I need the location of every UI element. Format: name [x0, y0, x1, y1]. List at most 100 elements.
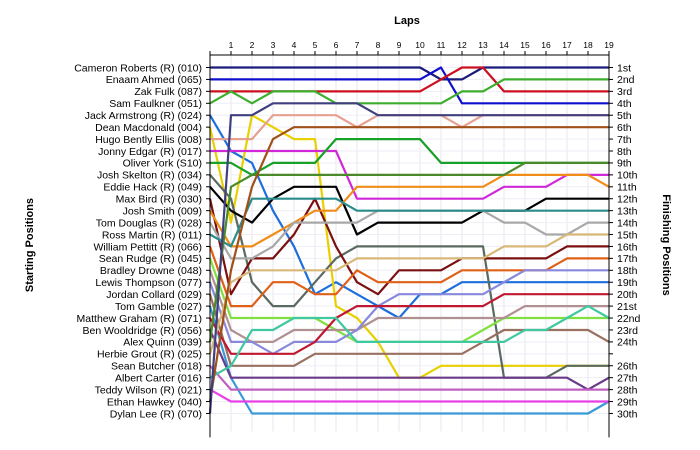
series-line-8: [210, 149, 609, 200]
finish-label-10: 10th: [617, 170, 638, 182]
finish-label-16: 16th: [617, 241, 638, 253]
lap-label-11: 11: [437, 40, 446, 50]
finish-label-1: 1st: [617, 62, 631, 74]
start-label-11: Eddie Hack (R) (049): [103, 182, 202, 194]
finish-label-30: 30th: [617, 408, 638, 420]
finish-label-20: 20th: [617, 289, 638, 301]
lap-labels: 1 2 3 4 5 6 7 8 9 10 11 12 13 14 15 16 17 18 19: [229, 40, 614, 50]
chart-title: Laps: [394, 15, 420, 27]
lap-label-17: 17: [562, 40, 572, 50]
finish-label-24: 24th: [617, 337, 638, 349]
lap-label-10: 10: [415, 40, 425, 50]
lap-label-8: 8: [376, 40, 381, 50]
finish-label-6: 6th: [617, 122, 632, 134]
start-label-15: Ross Martin (R) (011): [102, 229, 202, 241]
start-label-22: Matthew Graham (R) (071): [77, 313, 202, 325]
finish-label-12: 12th: [617, 194, 638, 206]
start-label-7: Hugo Bently Ellis (008): [95, 134, 202, 146]
finish-label-28: 28th: [617, 384, 638, 396]
finish-label-17: 17th: [617, 253, 638, 265]
series-line-28: [209, 305, 610, 379]
start-label-6: Dean Macdonald (004): [95, 122, 202, 134]
lap-label-15: 15: [520, 40, 530, 50]
start-label-28: Teddy Wilson (R) (021): [95, 384, 202, 396]
series-line-15: [209, 197, 609, 248]
start-label-23: Ben Wooldridge (R) (056): [83, 325, 202, 337]
finish-label-14: 14th: [617, 217, 638, 229]
series-line-21: [208, 305, 610, 415]
start-labels: Cameron Roberts (R) (010)Enaam Ahmed (06…: [74, 62, 202, 420]
lap-label-3: 3: [271, 40, 276, 50]
finish-label-26: 26th: [617, 361, 638, 373]
finish-label-15: 15th: [617, 229, 638, 241]
start-label-20: Jordan Collard (029): [106, 289, 202, 301]
lap-label-7: 7: [355, 40, 360, 50]
start-label-24: Alex Quinn (039): [123, 337, 202, 349]
start-label-3: Zak Fulk (087): [134, 86, 202, 98]
lap-label-14: 14: [499, 40, 509, 50]
series-line-22: [209, 293, 609, 355]
start-label-27: Albert Carter (016): [115, 372, 202, 384]
start-label-25: Herbie Grout (R) (025): [97, 349, 202, 361]
lap-label-9: 9: [397, 40, 402, 50]
start-label-30: Dylan Lee (R) (070): [110, 408, 202, 420]
finish-label-19: 19th: [617, 277, 638, 289]
lap-label-5: 5: [313, 40, 318, 50]
start-label-1: Cameron Roberts (R) (010): [74, 62, 202, 74]
series-line-2: [210, 66, 609, 105]
finish-label-9: 9th: [617, 158, 632, 170]
finish-label-21: 21st: [617, 301, 637, 313]
finish-label-18: 18th: [617, 265, 638, 277]
series-line-18: [208, 269, 609, 343]
series-line-4: [209, 78, 609, 105]
start-label-29: Ethan Hawkey (040): [107, 396, 202, 408]
axes: [206, 51, 613, 438]
series-line-23: [208, 329, 610, 391]
lap-label-4: 4: [292, 40, 297, 50]
finish-labels: 1st2nd3rd4th5th6th7th8th9th10th11th12th1…: [617, 62, 641, 420]
finish-label-2: 2nd: [617, 74, 635, 86]
start-label-26: Sean Butcher (018): [111, 361, 202, 373]
series-line-27: [209, 388, 609, 403]
lap-label-2: 2: [250, 40, 255, 50]
series-line-25: [208, 233, 609, 355]
finish-label-5: 5th: [617, 110, 632, 122]
series-line-12: [208, 197, 609, 296]
finish-label-29: 29th: [617, 396, 638, 408]
finish-label-8: 8th: [617, 146, 632, 158]
start-label-9: Oliver York (S10): [123, 158, 202, 170]
finishing-positions-label: Finishing Positions: [660, 194, 672, 295]
series-line-13: [209, 173, 610, 248]
lap-label-12: 12: [457, 40, 467, 50]
lap-label-1: 1: [229, 40, 234, 50]
series-line-30: [208, 102, 609, 414]
series-line-1: [210, 66, 609, 81]
series-line-24: [208, 161, 609, 343]
start-label-10: Josh Skelton (R) (034): [97, 170, 202, 182]
start-label-2: Enaam Ahmed (065): [106, 74, 202, 86]
start-label-12: Max Bird (R) (030): [116, 194, 202, 206]
finish-label-4: 4th: [617, 98, 632, 110]
finish-label-13: 13th: [617, 205, 638, 217]
start-label-18: Bradley Drowne (048): [100, 265, 202, 277]
series-line-11: [209, 185, 609, 236]
start-label-14: Tom Douglas (R) (028): [96, 217, 202, 229]
series-line-29: [208, 126, 609, 402]
lap-label-16: 16: [541, 40, 551, 50]
start-label-8: Jonny Edgar (R) (017): [98, 146, 202, 158]
lap-label-6: 6: [334, 40, 339, 50]
finish-label-22: 22nd: [617, 313, 641, 325]
start-label-5: Jack Armstrong (R) (024): [85, 110, 202, 122]
start-label-21: Tom Gamble (027): [115, 301, 202, 313]
starting-positions-label: Starting Positions: [24, 198, 36, 292]
lap-label-13: 13: [478, 40, 488, 50]
finish-label-11: 11th: [617, 182, 637, 194]
finish-label-7: 7th: [617, 134, 632, 146]
series-line-19: [208, 269, 609, 355]
start-label-4: Sam Faulkner (051): [109, 98, 202, 110]
lap-label-18: 18: [583, 40, 593, 50]
finish-label-3: 3rd: [617, 86, 632, 98]
start-label-17: Sean Rudge (R) (045): [99, 253, 202, 265]
finish-label-27: 27th: [617, 372, 638, 384]
